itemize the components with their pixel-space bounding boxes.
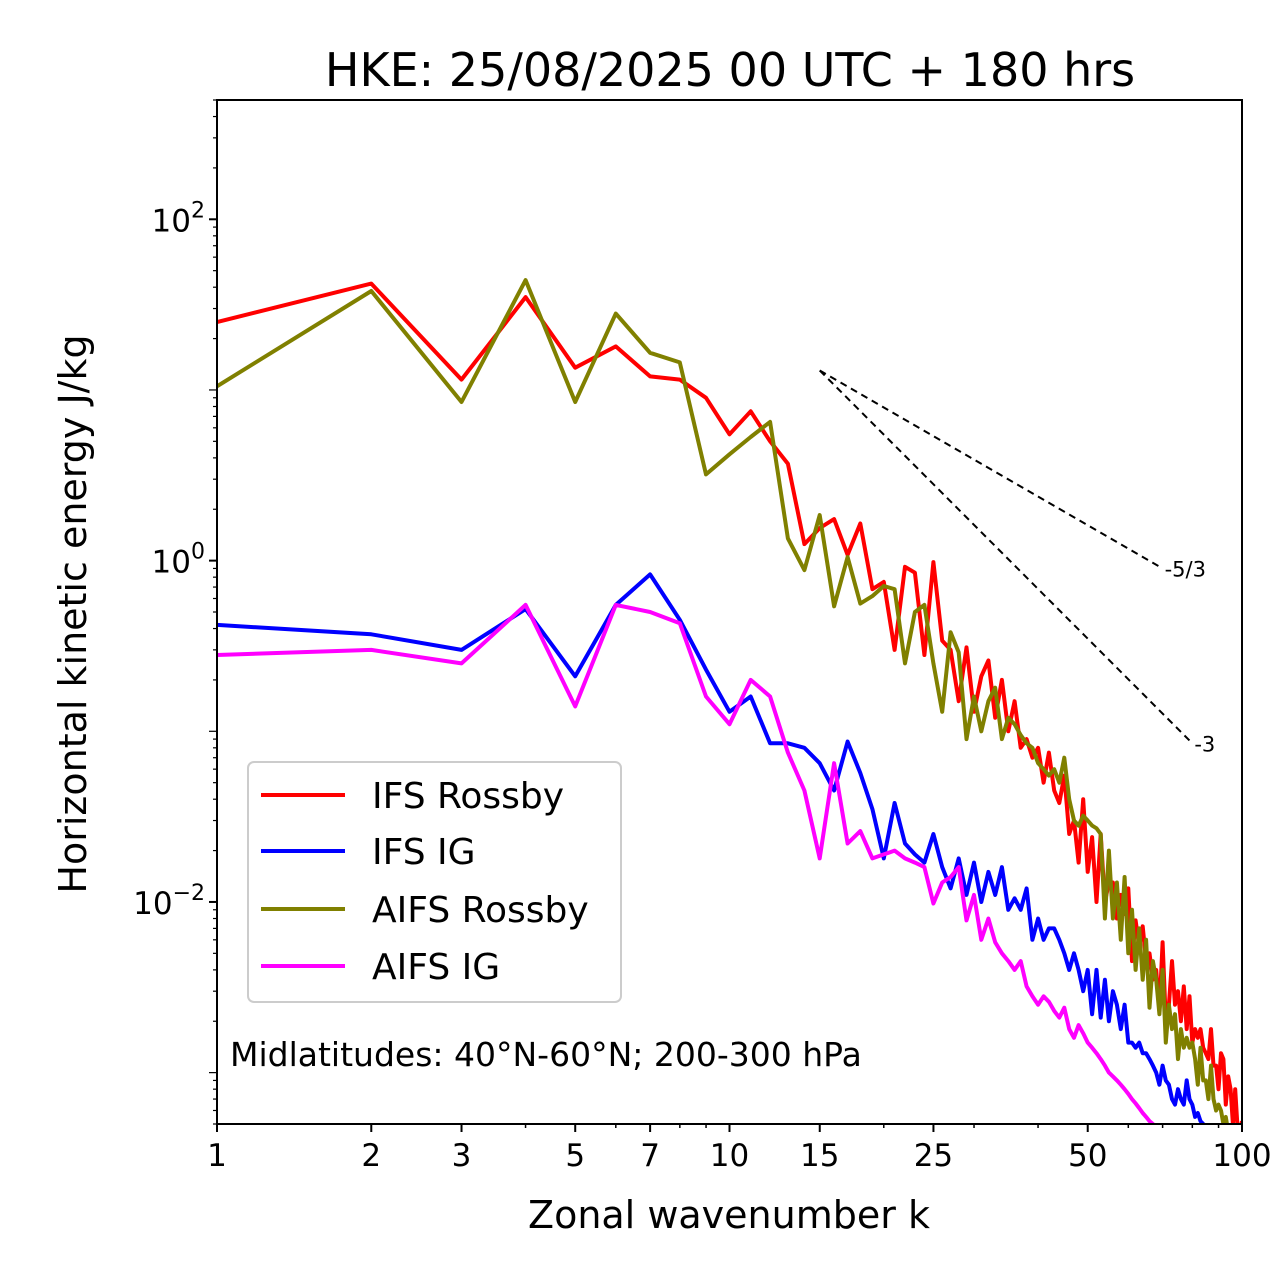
x-tick-label: 15 xyxy=(800,1138,839,1174)
legend-label-aifs-ig: AIFS IG xyxy=(372,947,500,988)
y-tick-label: 100 xyxy=(152,540,205,581)
x-tick-label: 10 xyxy=(710,1138,749,1174)
x-tick-label: 3 xyxy=(452,1138,472,1174)
x-tick-label: 1 xyxy=(207,1138,227,1174)
legend-label-ifs-ig: IFS IG xyxy=(372,832,476,873)
y-axis: 102 100 10−2 xyxy=(133,198,217,922)
legend: IFS Rossby IFS IG AIFS Rossby AIFS IG xyxy=(247,761,622,1003)
x-axis: 1 2 3 5 7 10 15 25 50 100 xyxy=(207,1124,1272,1174)
x-tick-label: 5 xyxy=(565,1138,585,1174)
x-tick-label: 2 xyxy=(361,1138,381,1174)
y-tick-label: 10−2 xyxy=(133,881,205,922)
chart-title: HKE: 25/08/2025 00 UTC + 180 hrs xyxy=(325,43,1135,97)
x-tick-label: 50 xyxy=(1068,1138,1107,1174)
series-layer xyxy=(217,278,1242,1124)
legend-box xyxy=(247,761,622,1003)
series-line-ifs-ig xyxy=(217,572,1206,1124)
y-tick-base: 10 xyxy=(133,886,172,922)
y-tick-exponent: −2 xyxy=(173,881,205,906)
y-minor-ticks xyxy=(209,99,217,1125)
region-annotation: Midlatitudes: 40°N-60°N; 200-300 hPa xyxy=(230,1035,862,1074)
y-tick-exponent: 0 xyxy=(191,540,205,565)
y-tick-base: 10 xyxy=(152,203,191,239)
slope-label-3: -3 xyxy=(1194,732,1215,756)
x-tick-label: 100 xyxy=(1212,1138,1271,1174)
legend-label-ifs-rossby: IFS Rossby xyxy=(372,776,564,817)
series-line-aifs-ig xyxy=(217,602,1156,1124)
series-line-aifs-rossby xyxy=(217,278,1229,1124)
y-tick-label: 102 xyxy=(152,198,205,239)
reference-slope-line-3 xyxy=(819,369,1194,745)
legend-label-aifs-rossby: AIFS Rossby xyxy=(372,890,589,931)
reference-slope-line-5-3 xyxy=(819,369,1164,570)
x-axis-title: Zonal wavenumber k xyxy=(528,1193,930,1237)
x-tick-label: 7 xyxy=(640,1138,660,1174)
y-axis-title: Horizontal kinetic energy J/kg xyxy=(51,334,95,893)
y-tick-exponent: 2 xyxy=(191,198,205,223)
slope-label-5-3: -5/3 xyxy=(1165,557,1206,581)
x-tick-label: 25 xyxy=(914,1138,953,1174)
y-tick-base: 10 xyxy=(152,545,191,581)
series-line-ifs-rossby xyxy=(217,281,1242,1124)
